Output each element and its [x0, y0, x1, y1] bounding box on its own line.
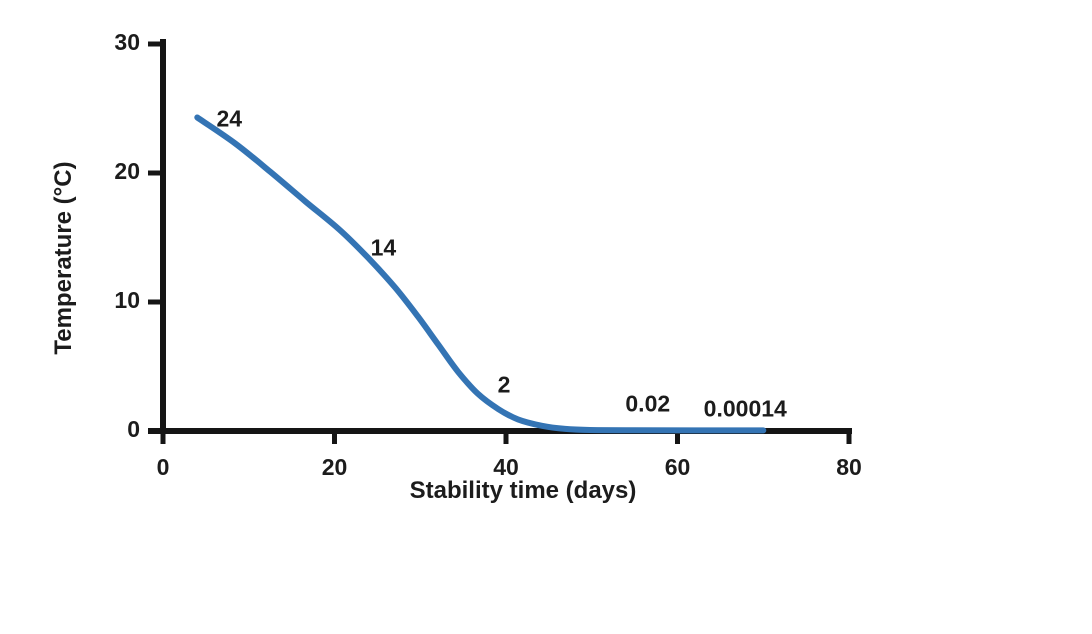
data-point-label: 0.02: [625, 390, 671, 417]
x-tick-label: 80: [836, 454, 862, 480]
y-tick-label: 20: [114, 158, 140, 184]
curve-layer: [194, 114, 767, 434]
y-tick-label: 30: [114, 29, 140, 55]
data-point-label: 2: [497, 371, 511, 398]
y-tick-label: 10: [114, 287, 140, 313]
x-tick-label: 0: [156, 454, 170, 480]
x-tick-label: 20: [321, 454, 348, 480]
temperature-curve: [194, 114, 767, 434]
x-tick-label: 40: [493, 454, 519, 480]
x-axis-title: Stability time (days): [409, 477, 637, 504]
data-point-label: 0.00014: [703, 395, 787, 422]
y-axis-title: Temperature (°C): [50, 161, 77, 355]
y-tick-label: 0: [127, 416, 140, 442]
x-tick-label: 60: [664, 454, 691, 480]
data-point-label: 24: [216, 105, 243, 132]
data-point-label: 14: [370, 234, 397, 261]
